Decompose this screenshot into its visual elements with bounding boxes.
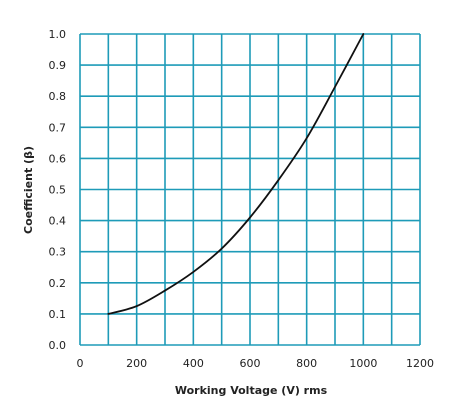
- x-tick-label: 1000: [349, 357, 377, 370]
- y-tick-label: 0.4: [49, 215, 67, 228]
- y-tick-label: 0.0: [49, 339, 67, 352]
- x-tick-label: 1200: [406, 357, 434, 370]
- y-tick-label: 0.1: [49, 308, 67, 321]
- tick-labels: 0.0 0.1 0.2 0.3 0.4 0.5 0.6 0.7 0.8 0.9 1.0 0 200 400…: [49, 28, 435, 370]
- grid: [79, 33, 421, 346]
- x-axis-title: Working Voltage (V) rms: [175, 384, 328, 397]
- x-tick-label: 800: [296, 357, 317, 370]
- y-tick-label: 0.2: [49, 277, 67, 290]
- series-line: [107, 33, 365, 315]
- x-tick-label: 0: [77, 357, 84, 370]
- y-tick-label: 0.6: [49, 152, 67, 165]
- y-tick-label: 0.5: [49, 184, 67, 197]
- y-tick-label: 0.7: [49, 121, 67, 134]
- y-tick-label: 0.9: [49, 59, 67, 72]
- y-tick-label: 0.3: [49, 246, 67, 259]
- x-tick-label: 600: [240, 357, 261, 370]
- y-tick-label: 1.0: [49, 28, 67, 41]
- y-tick-label: 0.8: [49, 90, 67, 103]
- x-tick-label: 400: [183, 357, 204, 370]
- x-tick-label: 200: [126, 357, 147, 370]
- series-group: [107, 33, 365, 315]
- y-axis-title: Coefficient (β): [22, 146, 35, 234]
